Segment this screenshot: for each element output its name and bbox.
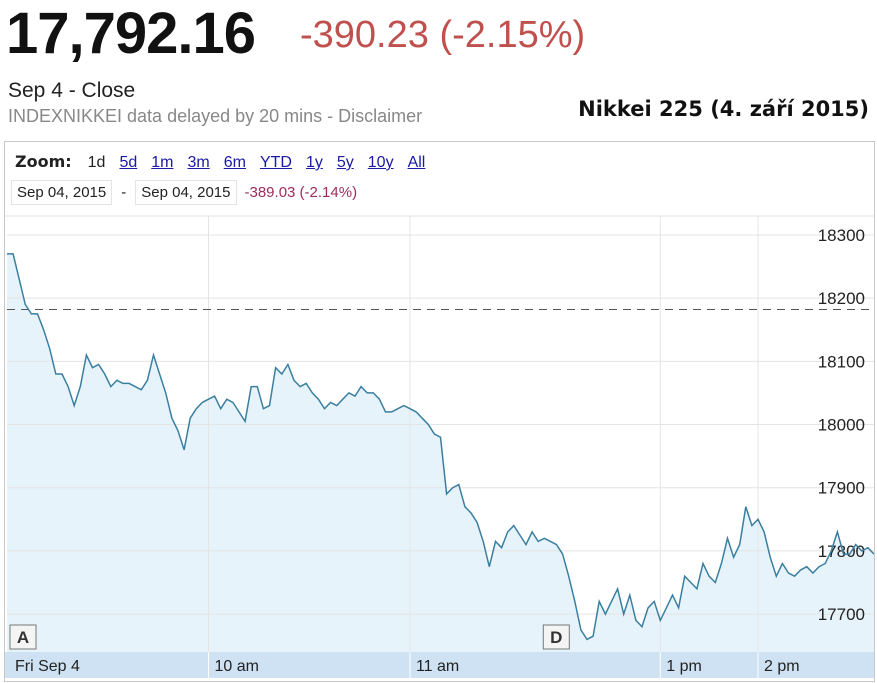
- range-change: -389.03 (-2.14%): [244, 184, 358, 201]
- zoom-option-1y[interactable]: 1y: [305, 154, 323, 171]
- price-line: [7, 253, 874, 641]
- zoom-option-10y[interactable]: 10y: [367, 154, 394, 171]
- event-flag-box: [542, 624, 570, 650]
- y-tick-label: 18000: [818, 416, 865, 435]
- range-end-date[interactable]: Sep 04, 2015: [135, 180, 237, 205]
- x-axis-bar: [5, 652, 874, 678]
- zoom-option-5d[interactable]: 5d: [119, 154, 138, 171]
- x-tick-label: 10 am: [214, 658, 258, 675]
- zoom-option-all[interactable]: All: [407, 154, 426, 171]
- event-flag-label: D: [550, 628, 562, 647]
- zoom-option-6m[interactable]: 6m: [223, 154, 246, 171]
- chart-caption: Nikkei 225 (4. září 2015): [578, 97, 869, 121]
- x-tick-label: 1 pm: [666, 658, 702, 675]
- zoom-bar: Zoom: 1d 5d 1m 3m 6m YTD 1y 5y 10y All: [15, 152, 439, 172]
- index-price: 17,792.16: [6, 1, 256, 66]
- zoom-option-1d[interactable]: 1d: [87, 154, 106, 171]
- index-change: -390.23 (-2.15%): [300, 14, 586, 56]
- price-area-fill: [7, 253, 874, 652]
- zoom-option-5y[interactable]: 5y: [336, 154, 354, 171]
- session-status: Sep 4 - Close: [8, 79, 136, 102]
- y-tick-label: 17900: [818, 479, 865, 498]
- zoom-option-1m[interactable]: 1m: [151, 154, 174, 171]
- range-separator: -: [121, 184, 127, 201]
- y-tick-label: 18300: [818, 226, 865, 245]
- event-flag-a[interactable]: A: [9, 624, 37, 650]
- x-tick-label: Fri Sep 4: [15, 658, 80, 675]
- zoom-option-ytd[interactable]: YTD: [259, 154, 292, 171]
- date-range: Sep 04, 2015 - Sep 04, 2015 -389.03 (-2.…: [11, 180, 357, 205]
- x-tick-label: 11 am: [416, 658, 459, 675]
- event-flag-d[interactable]: D: [542, 624, 570, 650]
- y-tick-label: 17700: [818, 605, 865, 624]
- delay-disclaimer[interactable]: INDEXNIKKEI data delayed by 20 mins - Di…: [8, 106, 423, 126]
- zoom-option-3m[interactable]: 3m: [187, 154, 210, 171]
- y-tick-label: 18200: [818, 289, 865, 308]
- event-flag-label: A: [17, 628, 29, 647]
- event-flag-box: [9, 624, 37, 650]
- range-start-date[interactable]: Sep 04, 2015: [11, 180, 113, 205]
- y-tick-label: 18100: [818, 352, 865, 371]
- chart-panel: 17700 17800 17900 18000 18100 18200 18300 Fri S…: [4, 141, 875, 682]
- x-tick-label: 2 pm: [764, 658, 800, 675]
- zoom-label: Zoom:: [15, 152, 72, 171]
